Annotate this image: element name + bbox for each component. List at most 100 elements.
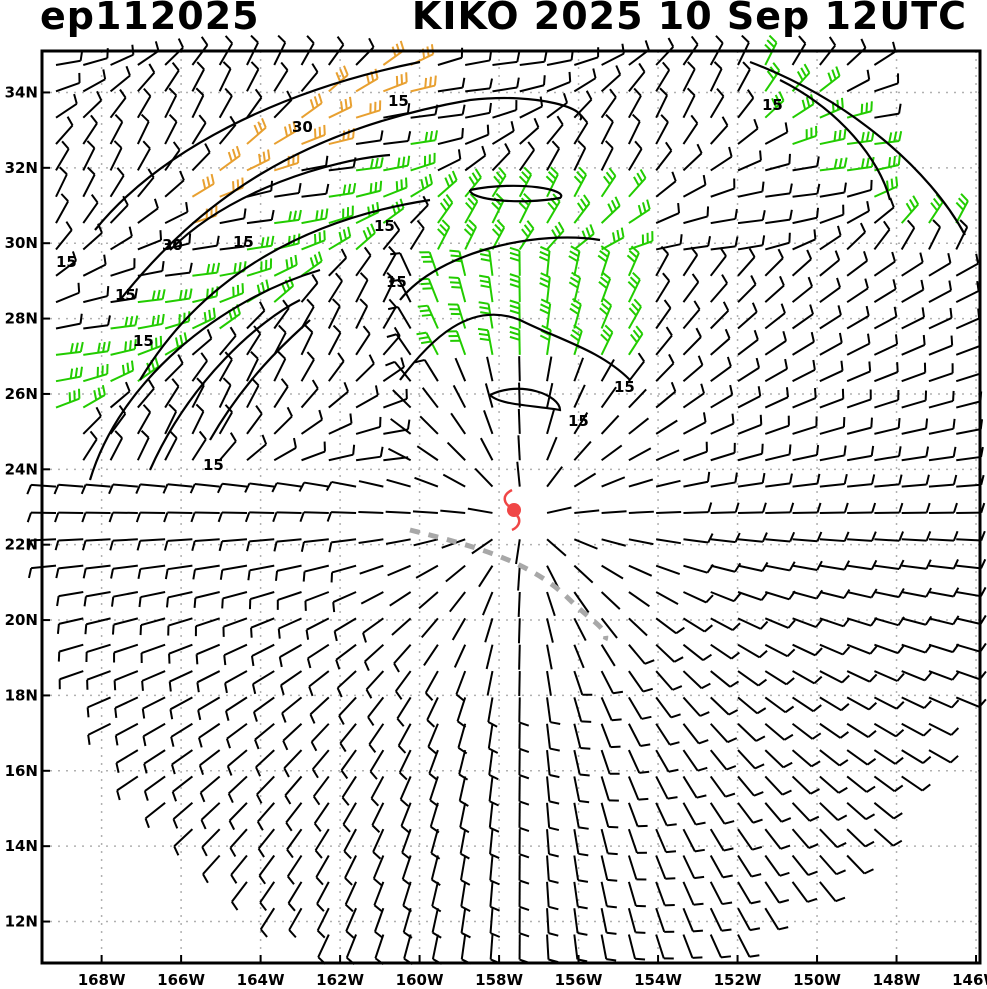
wind-barb — [517, 565, 521, 591]
lat-tick-label: 14N — [5, 837, 38, 855]
wind-barb — [546, 140, 561, 171]
wind-barb — [54, 538, 84, 551]
wind-barb — [110, 288, 138, 304]
wind-barb — [370, 775, 385, 807]
wind-barb — [873, 41, 897, 66]
wind-barb — [655, 670, 683, 691]
wind-barb — [546, 591, 556, 617]
wind-barb — [110, 339, 137, 356]
wind-barb — [819, 670, 850, 684]
wind-barb — [682, 934, 703, 959]
track-line — [409, 527, 609, 642]
wind-barb — [682, 643, 712, 662]
wind-barb — [655, 326, 673, 356]
wind-barb — [819, 182, 847, 198]
wind-barb — [655, 802, 677, 827]
wind-barb — [27, 538, 57, 551]
wind-barb — [600, 591, 621, 610]
contour-label: 15 — [233, 233, 254, 251]
wind-barb — [709, 934, 732, 959]
wind-barb — [710, 442, 736, 462]
wind-barb — [246, 118, 267, 145]
wind-barb — [385, 360, 412, 382]
wind-barb — [486, 670, 494, 696]
wind-barb — [846, 828, 875, 848]
wind-barb — [137, 564, 166, 579]
wind-barb — [401, 828, 412, 860]
contour-line — [399, 236, 601, 301]
wind-barb — [517, 408, 521, 434]
wind-barb — [483, 410, 494, 435]
wind-barb — [874, 559, 905, 570]
wind-barb — [451, 617, 467, 641]
wind-barb — [487, 697, 498, 728]
wind-barb — [244, 511, 275, 523]
wind-barb — [171, 775, 194, 802]
wind-barb — [274, 233, 301, 251]
wind-barb — [710, 208, 738, 225]
wind-barb — [682, 881, 704, 906]
wind-barb — [218, 538, 248, 552]
wind-barb — [328, 444, 356, 462]
wind-barb — [314, 828, 330, 859]
wind-barb — [163, 511, 193, 523]
wind-barb — [254, 722, 275, 750]
wind-barb — [901, 307, 926, 330]
wind-barb — [301, 155, 329, 172]
wind-barb — [546, 697, 561, 726]
wind-barb — [709, 749, 737, 771]
wind-barb — [710, 413, 735, 435]
wind-barb — [355, 180, 383, 198]
wind-barb — [137, 313, 165, 330]
wind-barb — [928, 670, 960, 681]
wind-barb — [217, 511, 247, 523]
wind-barb — [737, 235, 766, 251]
wind-barb — [82, 406, 102, 435]
wind-barb — [428, 749, 439, 781]
wind-barb — [873, 334, 899, 356]
wind-barb — [300, 273, 319, 303]
wind-barb — [518, 723, 530, 753]
wind-barb — [328, 226, 352, 251]
wind-barb — [230, 854, 248, 884]
wind-barb — [573, 934, 588, 963]
wind-barb — [140, 643, 166, 664]
contour-line — [169, 153, 391, 251]
wind-barb — [682, 617, 713, 633]
wind-barb — [138, 591, 166, 608]
wind-barb — [901, 418, 929, 435]
contour-label: 15 — [374, 217, 395, 235]
wind-barb — [246, 351, 259, 382]
wind-barb — [737, 275, 757, 303]
wind-barb — [846, 802, 876, 821]
wind-barb — [792, 589, 824, 600]
wind-barb — [846, 101, 873, 119]
wind-barb — [109, 140, 123, 171]
wind-barb — [465, 78, 493, 93]
wind-barb — [426, 696, 439, 728]
wind-barb — [82, 254, 107, 277]
wind-barb — [55, 388, 81, 409]
wind-barb — [791, 749, 821, 768]
wind-barb — [141, 696, 166, 719]
wind-barb — [819, 749, 849, 767]
wind-barb — [55, 366, 83, 383]
wind-barb — [955, 253, 980, 277]
wind-barb — [546, 855, 559, 884]
wind-barb — [83, 285, 110, 304]
wind-barb — [164, 170, 185, 198]
wind-barb — [546, 409, 555, 435]
wind-barb — [225, 722, 248, 749]
wind-barb — [387, 564, 412, 577]
wind-barb — [172, 802, 194, 829]
wind-barb — [792, 207, 820, 225]
wind-barb — [546, 670, 552, 696]
wind-barb — [928, 722, 960, 736]
wind-barb — [737, 34, 750, 66]
wind-barb — [429, 776, 439, 807]
wind-barb — [300, 409, 324, 435]
wind-barb — [538, 245, 551, 276]
wind-barb — [316, 881, 330, 912]
lon-tick-label: 148W — [873, 971, 921, 989]
wind-barb — [191, 87, 205, 119]
